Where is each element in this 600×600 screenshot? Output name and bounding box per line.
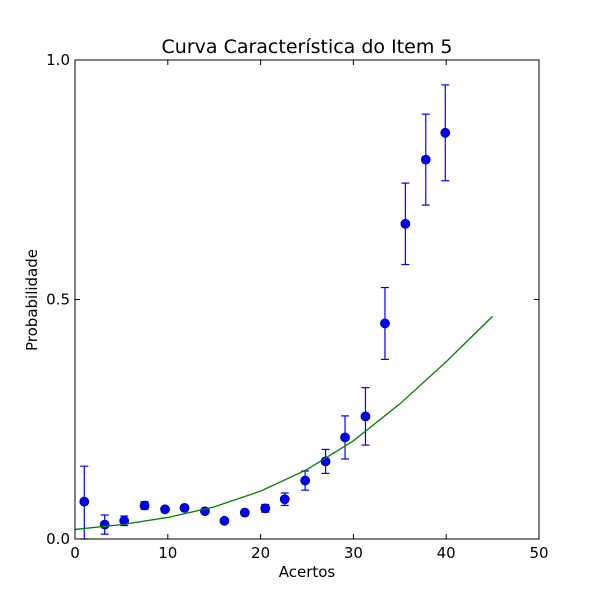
y-axis-label: Probabilidade bbox=[23, 249, 41, 351]
data-point bbox=[340, 432, 350, 443]
data-point bbox=[160, 504, 170, 515]
y-tick-label: 0.0 bbox=[46, 530, 70, 548]
data-point bbox=[260, 503, 271, 514]
x-tick-label: 30 bbox=[344, 544, 363, 562]
x-tick-label: 10 bbox=[158, 544, 177, 562]
data-point bbox=[279, 494, 290, 505]
data-point bbox=[440, 127, 451, 138]
data-point bbox=[360, 411, 371, 422]
data-point bbox=[99, 519, 110, 530]
y-tick-label: 0.5 bbox=[46, 291, 70, 309]
data-point bbox=[380, 318, 390, 329]
data-point bbox=[420, 154, 431, 165]
plot-area bbox=[74, 84, 494, 540]
plot-frame bbox=[74, 59, 540, 540]
x-axis-label: Acertos bbox=[279, 563, 336, 581]
data-point bbox=[79, 496, 90, 507]
chart-title: Curva Característica do Item 5 bbox=[162, 36, 453, 58]
series-line bbox=[74, 315, 494, 531]
x-tick-label: 20 bbox=[251, 544, 270, 562]
data-point bbox=[239, 507, 250, 518]
axis-ticks: 0 10 20 30 40 50 0.0 0.5 1.0 bbox=[46, 51, 548, 562]
x-tick-label: 50 bbox=[529, 544, 548, 562]
y-tick-label: 1.0 bbox=[46, 51, 70, 69]
data-point bbox=[400, 218, 411, 229]
data-point bbox=[119, 515, 130, 526]
data-point bbox=[300, 475, 311, 486]
data-point bbox=[179, 502, 190, 513]
data-point bbox=[139, 500, 150, 511]
x-tick-label: 0 bbox=[70, 544, 80, 562]
data-point bbox=[219, 515, 230, 526]
x-tick-label: 40 bbox=[437, 544, 456, 562]
